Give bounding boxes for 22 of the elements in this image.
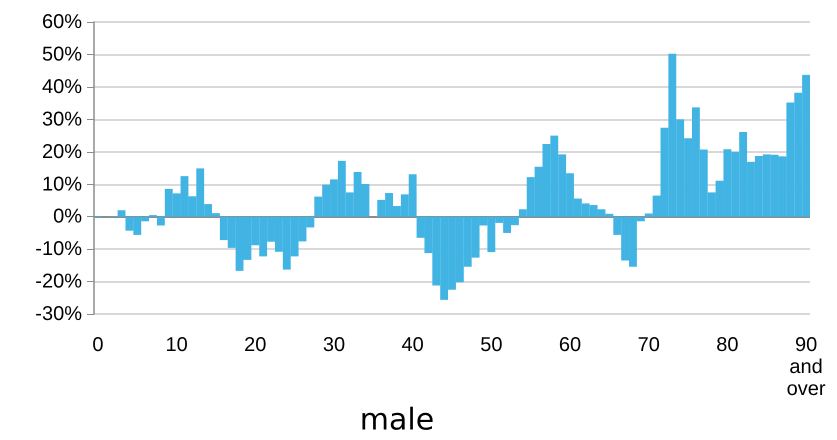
x-tick-label: 60	[558, 334, 582, 356]
y-tick-label: 10%	[42, 173, 82, 196]
y-tick-label: 50%	[42, 43, 82, 66]
y-tick-label: 60%	[42, 11, 82, 33]
x-tick-label: 10	[165, 334, 188, 356]
bar	[156, 216, 165, 226]
y-tick-label: -20%	[35, 270, 82, 293]
x-tick-label: 40	[402, 334, 424, 356]
x-tick-label: 70	[638, 334, 660, 356]
x-tick-label: 80	[716, 334, 739, 356]
x-tick-label: 0	[92, 334, 104, 356]
x-tick-label: 90 and over	[786, 334, 826, 400]
x-tick-label: 20	[244, 334, 266, 356]
x-tick-label: 30	[322, 334, 346, 356]
y-tick-label: -10%	[35, 238, 82, 260]
y-tick-label: 40%	[42, 76, 82, 98]
x-tick-label: 50	[480, 334, 502, 356]
y-tick-label: -30%	[35, 303, 82, 326]
x-axis-title: male	[360, 402, 434, 438]
y-tick-label: 20%	[42, 140, 82, 163]
y-tick-label: 0%	[53, 206, 82, 228]
y-tick-label: 30%	[42, 108, 82, 130]
